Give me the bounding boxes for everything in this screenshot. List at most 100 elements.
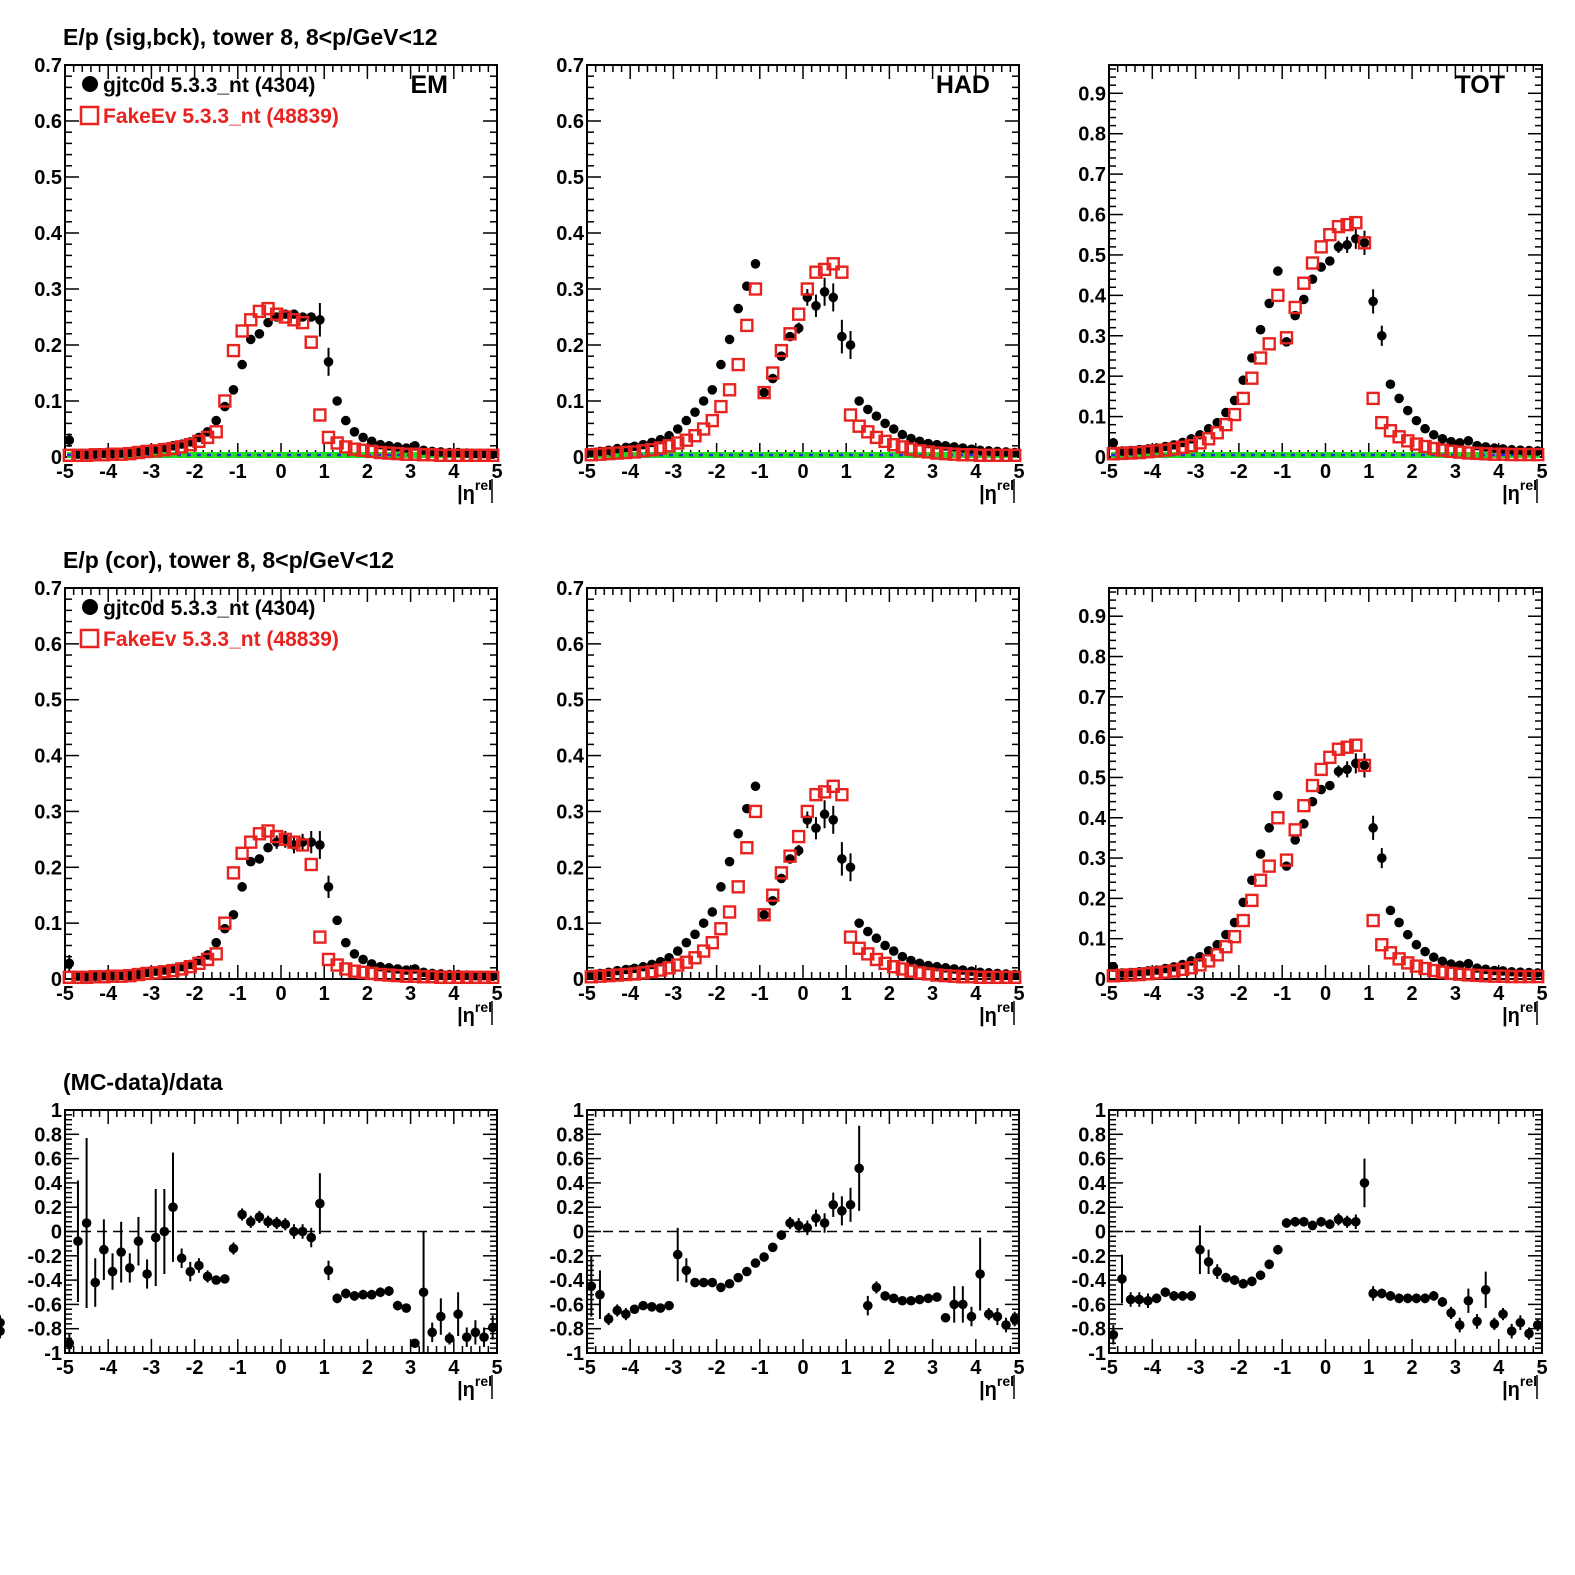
y-tick-label: 0.4 bbox=[556, 746, 585, 768]
x-tick-label: 3 bbox=[1450, 461, 1461, 483]
data-point bbox=[323, 1265, 334, 1276]
mc-point bbox=[460, 448, 474, 463]
mc-point bbox=[62, 448, 77, 463]
x-tick-label: 4 bbox=[970, 461, 982, 483]
data-point bbox=[612, 1305, 623, 1316]
data-point bbox=[1273, 1244, 1283, 1255]
y-tick-label: 0.1 bbox=[556, 391, 584, 413]
legend-mc-marker bbox=[79, 105, 100, 126]
mc-point bbox=[1522, 447, 1536, 462]
mc-point bbox=[904, 442, 918, 456]
mc-point bbox=[485, 448, 500, 463]
data-point bbox=[672, 946, 683, 956]
mc-point bbox=[791, 829, 806, 844]
mc-point bbox=[662, 439, 676, 453]
mc-point bbox=[226, 343, 241, 358]
mc-point bbox=[1115, 446, 1129, 461]
y-tick-label: 1 bbox=[573, 1100, 584, 1122]
mc-point bbox=[1530, 447, 1545, 462]
data-point bbox=[64, 435, 75, 446]
data-point bbox=[897, 951, 908, 962]
x-tick-label: -4 bbox=[99, 983, 118, 1005]
data-point bbox=[1498, 1309, 1508, 1319]
panel-2-3: -5 -4 -3 -2 -1 0 1 2 3 4 5|ηrel00.10.20.30.40.50.6… bbox=[1078, 587, 1548, 1027]
x-tick-label: 3 bbox=[1450, 1357, 1461, 1379]
data-point bbox=[733, 828, 743, 839]
data-point bbox=[99, 1244, 109, 1255]
data-point bbox=[263, 842, 273, 853]
data-point bbox=[427, 1327, 438, 1338]
data-point bbox=[358, 954, 368, 965]
mc-point bbox=[166, 441, 180, 456]
x-tick-label: 5 bbox=[1536, 1357, 1547, 1379]
data-point bbox=[802, 1223, 813, 1233]
data-point bbox=[1009, 1314, 1020, 1324]
mc-point bbox=[1149, 966, 1164, 980]
data-point bbox=[90, 1277, 101, 1288]
data-point bbox=[785, 1218, 795, 1228]
mc-point bbox=[1487, 969, 1502, 983]
y-tick-label: -1 bbox=[566, 1343, 584, 1365]
mc-point bbox=[339, 440, 353, 454]
mc-point bbox=[1487, 447, 1502, 461]
data-point bbox=[1264, 823, 1275, 833]
mc-point bbox=[140, 966, 154, 981]
y-tick-label: 0.7 bbox=[34, 55, 62, 77]
y-tick-label: 0.7 bbox=[556, 578, 584, 600]
mc-point bbox=[705, 413, 719, 428]
y-tick-label: -0.4 bbox=[28, 1270, 63, 1292]
mc-point bbox=[339, 962, 353, 976]
mc-point bbox=[619, 445, 633, 460]
y-tick-label: 0.6 bbox=[34, 111, 62, 133]
data-point bbox=[863, 926, 873, 937]
x-tick-label: 1 bbox=[319, 1357, 330, 1379]
mc-point bbox=[1219, 417, 1233, 432]
data-point bbox=[932, 1292, 942, 1302]
data-point bbox=[194, 1260, 204, 1271]
data-point bbox=[1489, 1319, 1500, 1329]
x-tick-label: -1 bbox=[751, 461, 769, 483]
mc-point bbox=[485, 970, 500, 985]
x-tick-label: 3 bbox=[405, 983, 416, 1005]
mc-point bbox=[869, 430, 884, 445]
data-point bbox=[176, 1253, 187, 1264]
y-tick-label: -0.4 bbox=[550, 1270, 585, 1292]
mc-point bbox=[731, 880, 745, 894]
panel-3-2: -5 -4 -3 -2 -1 0 1 2 3 4 5|ηrel-1-0.8-0.6-0.4-0.20… bbox=[0, 1100, 1025, 1401]
mc-point bbox=[269, 829, 284, 844]
data-point bbox=[1117, 1274, 1127, 1284]
mc-point bbox=[748, 282, 763, 296]
mc-point bbox=[895, 440, 910, 454]
mc-point bbox=[722, 905, 737, 919]
y-tick-label: 0.5 bbox=[34, 167, 62, 189]
mc-point bbox=[1210, 948, 1224, 962]
mc-point bbox=[434, 970, 448, 985]
mc-point bbox=[304, 857, 318, 872]
mc-point bbox=[1106, 969, 1121, 983]
mc-point bbox=[1323, 228, 1337, 242]
mc-point bbox=[1401, 434, 1415, 448]
data-point bbox=[1394, 393, 1404, 404]
y-tick-label: 0.3 bbox=[34, 801, 62, 823]
data-point bbox=[811, 301, 821, 311]
y-tick-label: 0.8 bbox=[1078, 124, 1106, 146]
mc-point bbox=[740, 318, 754, 333]
data-point bbox=[698, 1277, 709, 1288]
data-point bbox=[1255, 1270, 1266, 1281]
data-point bbox=[0, 1326, 5, 1336]
mc-point bbox=[1357, 758, 1372, 773]
y-tick-label: 0.4 bbox=[34, 1173, 63, 1195]
mc-point bbox=[399, 969, 413, 983]
x-tick-label: -4 bbox=[1143, 461, 1162, 483]
mc-point bbox=[1279, 331, 1294, 345]
mc-point bbox=[252, 304, 267, 319]
data-point bbox=[733, 303, 743, 314]
data-point bbox=[1532, 1320, 1543, 1330]
mc-point bbox=[990, 970, 1005, 985]
x-tick-label: -3 bbox=[143, 461, 161, 483]
y-tick-label: 0.6 bbox=[556, 1149, 584, 1171]
data-point bbox=[698, 918, 709, 928]
y-tick-label: 0 bbox=[1095, 447, 1106, 469]
x-tick-label: -2 bbox=[186, 1357, 204, 1379]
y-tick-label: 0.2 bbox=[1078, 1197, 1106, 1219]
